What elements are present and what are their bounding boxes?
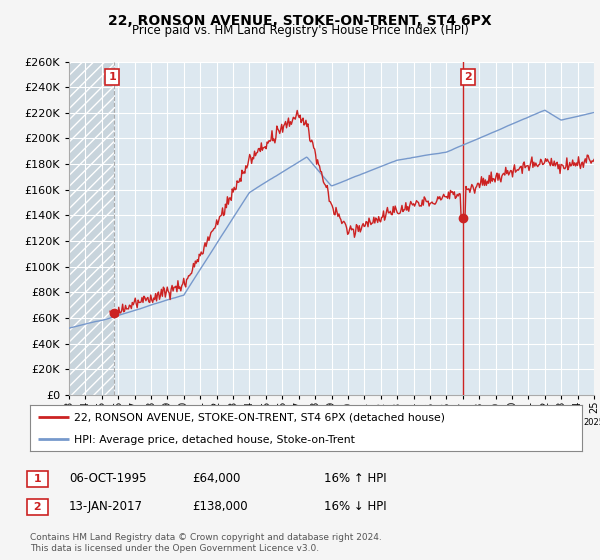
Text: 1: 1 [30, 474, 46, 484]
Text: 16% ↓ HPI: 16% ↓ HPI [324, 500, 386, 514]
Text: 06-OCT-1995: 06-OCT-1995 [69, 472, 146, 486]
Text: 16% ↑ HPI: 16% ↑ HPI [324, 472, 386, 486]
Text: £64,000: £64,000 [192, 472, 241, 486]
Text: 2025: 2025 [583, 418, 600, 427]
Text: Contains HM Land Registry data © Crown copyright and database right 2024.
This d: Contains HM Land Registry data © Crown c… [30, 533, 382, 553]
Text: 2: 2 [30, 502, 46, 512]
Text: £138,000: £138,000 [192, 500, 248, 514]
Bar [69, 62, 115, 395]
Text: Price paid vs. HM Land Registry's House Price Index (HPI): Price paid vs. HM Land Registry's House … [131, 24, 469, 37]
Text: HPI: Average price, detached house, Stoke-on-Trent: HPI: Average price, detached house, Stok… [74, 435, 355, 445]
Text: 1: 1 [109, 72, 116, 82]
Text: 2: 2 [464, 72, 472, 82]
Text: 22, RONSON AVENUE, STOKE-ON-TRENT, ST4 6PX (detached house): 22, RONSON AVENUE, STOKE-ON-TRENT, ST4 6… [74, 413, 445, 423]
Text: 13-JAN-2017: 13-JAN-2017 [69, 500, 143, 514]
Text: 22, RONSON AVENUE, STOKE-ON-TRENT, ST4 6PX: 22, RONSON AVENUE, STOKE-ON-TRENT, ST4 6… [108, 14, 492, 28]
